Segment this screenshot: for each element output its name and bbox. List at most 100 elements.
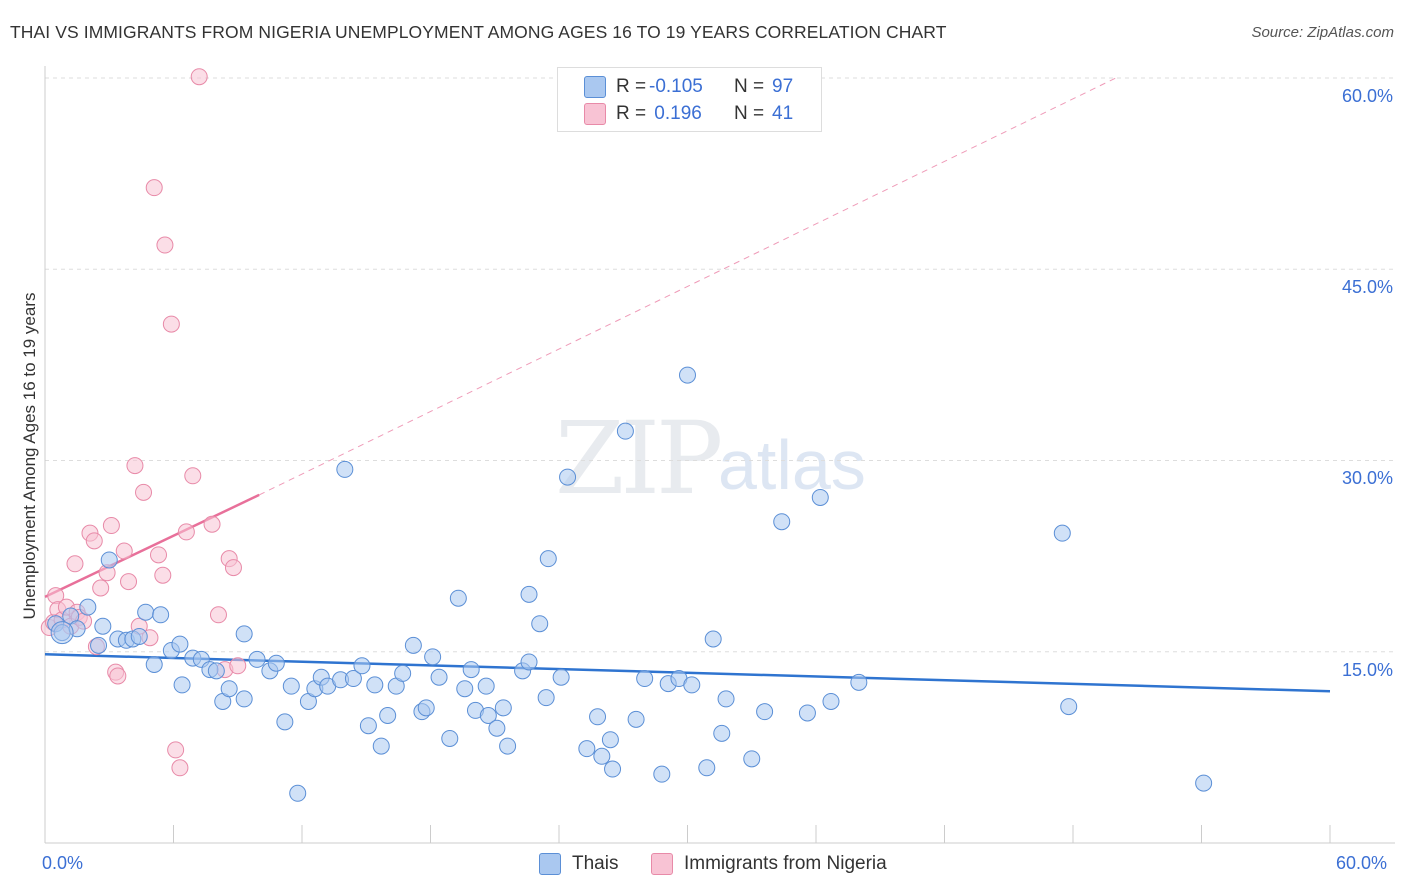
thais-point xyxy=(616,422,634,440)
thais-point xyxy=(683,676,701,694)
thais-point xyxy=(479,707,497,724)
thais-point xyxy=(336,460,354,478)
nigeria-point xyxy=(109,667,127,685)
thais-point xyxy=(220,680,238,698)
thais-point xyxy=(100,551,118,569)
bottom-legend-thais: Thais xyxy=(539,852,618,876)
thais-point xyxy=(379,707,397,724)
axes xyxy=(44,66,1395,844)
nigeria-point xyxy=(115,542,133,560)
grid xyxy=(45,77,1395,653)
nigeria-point xyxy=(150,546,168,564)
thais-point xyxy=(267,654,285,672)
thais-point xyxy=(539,550,557,568)
nigeria-point xyxy=(209,606,227,624)
y-axis-label: Unemployment Among Ages 16 to 19 years xyxy=(20,292,39,620)
thais-point xyxy=(488,719,506,737)
thais-point xyxy=(353,657,371,675)
thais-point xyxy=(601,731,619,749)
thais-point xyxy=(520,653,538,671)
thais-point xyxy=(289,784,307,802)
nigeria-point xyxy=(162,315,180,333)
nigeria-point xyxy=(184,467,202,485)
thais-point xyxy=(462,661,480,679)
nigeria-point xyxy=(120,573,138,591)
y-tick-60: 60.0% xyxy=(1341,86,1393,106)
thais-point-large xyxy=(50,621,74,645)
thais-point xyxy=(627,710,645,728)
trend-lines xyxy=(44,77,1331,693)
thais-point xyxy=(743,750,761,768)
thais-point xyxy=(94,617,112,635)
thais-point xyxy=(679,366,696,384)
nigeria-point xyxy=(229,657,247,675)
chart-title: THAI VS IMMIGRANTS FROM NIGERIA UNEMPLOY… xyxy=(10,22,947,42)
thais-point xyxy=(372,737,390,755)
thais-point xyxy=(152,606,170,624)
legend-n-value: 41 xyxy=(772,103,794,124)
thais-point xyxy=(207,662,225,680)
legend-n-label: N = xyxy=(734,103,770,124)
thais-point xyxy=(636,670,654,688)
nigeria-point xyxy=(102,517,120,535)
legend-n-value: 97 xyxy=(772,76,794,97)
thais-point xyxy=(704,630,722,648)
nigeria-point xyxy=(167,741,185,759)
nigeria-point xyxy=(156,236,174,254)
thais-point xyxy=(359,717,377,735)
thais-point xyxy=(713,724,731,742)
watermark-zip: ZIP xyxy=(555,400,723,517)
thais-point xyxy=(276,713,294,731)
thais-point xyxy=(578,740,596,758)
nigeria-point xyxy=(203,515,221,533)
thais-point xyxy=(404,636,422,654)
nigeria-trend-line xyxy=(44,493,260,599)
nigeria-point xyxy=(171,759,189,777)
thais-point xyxy=(589,708,607,726)
thais-point xyxy=(441,729,459,747)
legend: R = -0.105 N = 97 R = 0.196 N = 41 xyxy=(557,67,822,132)
thais-point xyxy=(417,699,435,717)
thais-point xyxy=(248,650,266,668)
legend-r-label: R = xyxy=(616,76,652,97)
x-tick-max: 60.0% xyxy=(1336,853,1388,873)
thais-point xyxy=(449,589,467,607)
thais-point xyxy=(811,488,829,506)
thais-point xyxy=(235,690,253,708)
legend-n-label: N = xyxy=(734,76,770,97)
nigeria-point xyxy=(85,532,103,550)
nigeria-point xyxy=(135,483,153,501)
thais-point xyxy=(499,737,517,755)
y-tick-30: 30.0% xyxy=(1341,468,1393,488)
thais-point xyxy=(717,690,735,708)
data-points xyxy=(40,68,1213,802)
nigeria-trend-extension xyxy=(258,77,1117,496)
nigeria-point xyxy=(190,68,208,86)
thais-point xyxy=(424,648,442,666)
thais-point xyxy=(456,680,474,698)
bottom-legend-label-nigeria: Immigrants from Nigeria xyxy=(684,853,887,874)
nigeria-point xyxy=(154,566,172,584)
legend-swatch-thais xyxy=(584,76,606,98)
thais-point xyxy=(282,677,300,695)
thais-point xyxy=(559,468,577,486)
y-tick-45: 45.0% xyxy=(1341,277,1393,297)
thais-point xyxy=(593,747,611,765)
thais-point xyxy=(430,668,448,686)
nigeria-point xyxy=(66,555,84,573)
thais-point xyxy=(552,668,570,686)
thais-point xyxy=(773,513,791,531)
legend-swatch-nigeria xyxy=(584,103,606,125)
thais-point xyxy=(520,585,538,603)
nigeria-point xyxy=(92,579,110,597)
legend-r-label: R = xyxy=(616,103,652,124)
thais-point xyxy=(130,627,148,645)
watermark-atlas: atlas xyxy=(718,426,866,504)
thais-point xyxy=(531,615,549,633)
thais-point xyxy=(653,765,671,783)
thais-point xyxy=(604,760,622,778)
thais-point xyxy=(235,625,253,643)
thais-point xyxy=(494,699,512,717)
source-label: Source: ZipAtlas.com xyxy=(1251,24,1394,41)
thais-point xyxy=(1195,774,1213,792)
